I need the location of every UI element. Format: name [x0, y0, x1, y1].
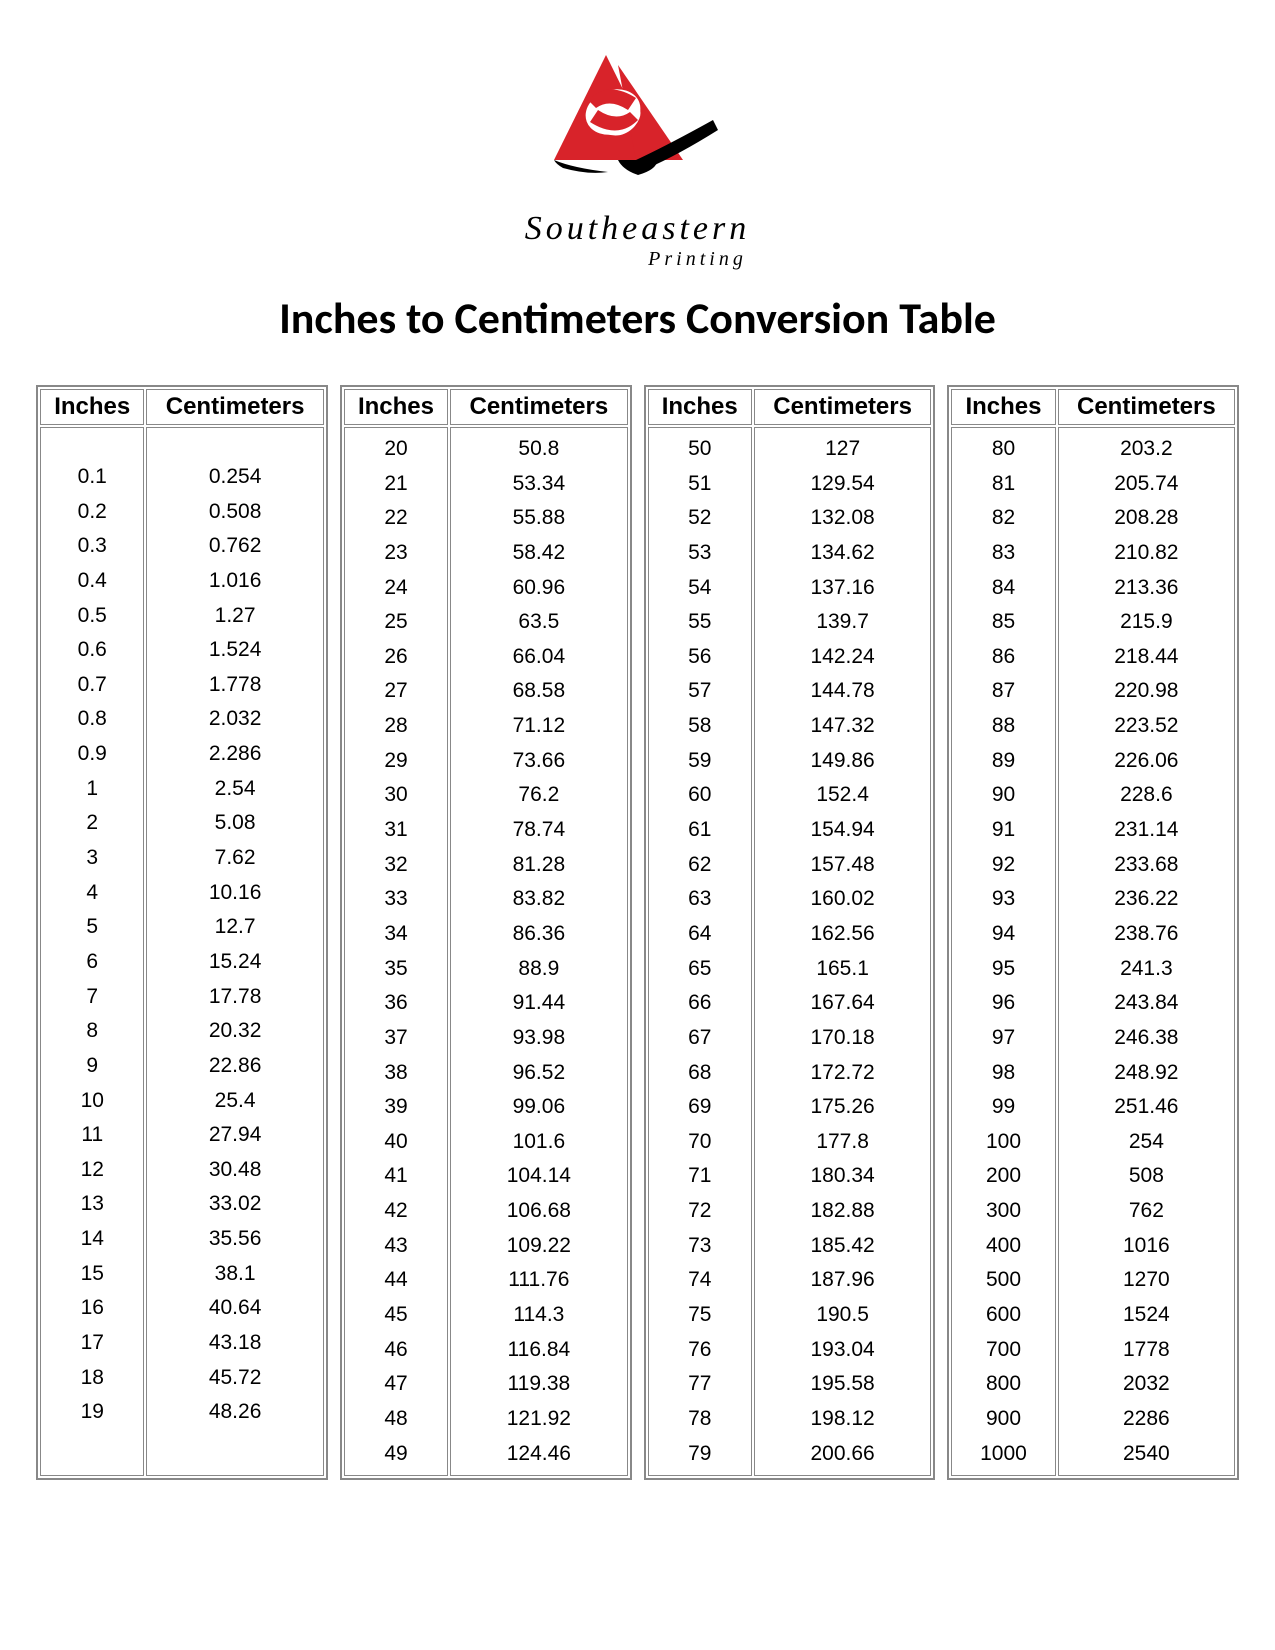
inches-cell: 0.10.20.30.40.50.60.70.80.91234567891011… [40, 427, 144, 1476]
inches-cell: 5051525354555657585960616263646566676869… [648, 427, 752, 1476]
column-header-centimeters: Centimeters [754, 389, 931, 425]
table-row: 8081828384858687888990919293949596979899… [951, 427, 1235, 1476]
column-header-centimeters: Centimeters [1058, 389, 1235, 425]
column-header-inches: Inches [951, 389, 1055, 425]
logo-icon [518, 50, 758, 200]
logo-tagline: Printing [150, 248, 1245, 271]
centimeters-cell: 0.2540.5080.7621.0161.271.5241.7782.0322… [146, 427, 323, 1476]
column-header-inches: Inches [648, 389, 752, 425]
page-title: Inches to Centimeters Conversion Table [30, 291, 1245, 345]
table-row: 2021222324252627282930313233343536373839… [344, 427, 628, 1476]
centimeters-cell: 203.2205.74208.28210.82213.36215.9218.44… [1058, 427, 1235, 1476]
conversion-table-3: InchesCentimeters50515253545556575859606… [644, 385, 936, 1480]
table-row: 0.10.20.30.40.50.60.70.80.91234567891011… [40, 427, 324, 1476]
column-header-centimeters: Centimeters [146, 389, 323, 425]
tables-container: InchesCentimeters0.10.20.30.40.50.60.70.… [30, 385, 1245, 1480]
column-header-centimeters: Centimeters [450, 389, 627, 425]
conversion-table-4: InchesCentimeters80818283848586878889909… [947, 385, 1239, 1480]
centimeters-cell: 50.853.3455.8858.4260.9663.566.0468.5871… [450, 427, 627, 1476]
column-header-inches: Inches [344, 389, 448, 425]
logo-container: Southeastern Printing [30, 50, 1245, 271]
conversion-table-2: InchesCentimeters20212223242526272829303… [340, 385, 632, 1480]
conversion-table-1: InchesCentimeters0.10.20.30.40.50.60.70.… [36, 385, 328, 1480]
logo-company-name: Southeastern [30, 210, 1245, 248]
inches-cell: 2021222324252627282930313233343536373839… [344, 427, 448, 1476]
column-header-inches: Inches [40, 389, 144, 425]
inches-cell: 8081828384858687888990919293949596979899… [951, 427, 1055, 1476]
centimeters-cell: 127129.54132.08134.62137.16139.7142.2414… [754, 427, 931, 1476]
table-row: 5051525354555657585960616263646566676869… [648, 427, 932, 1476]
